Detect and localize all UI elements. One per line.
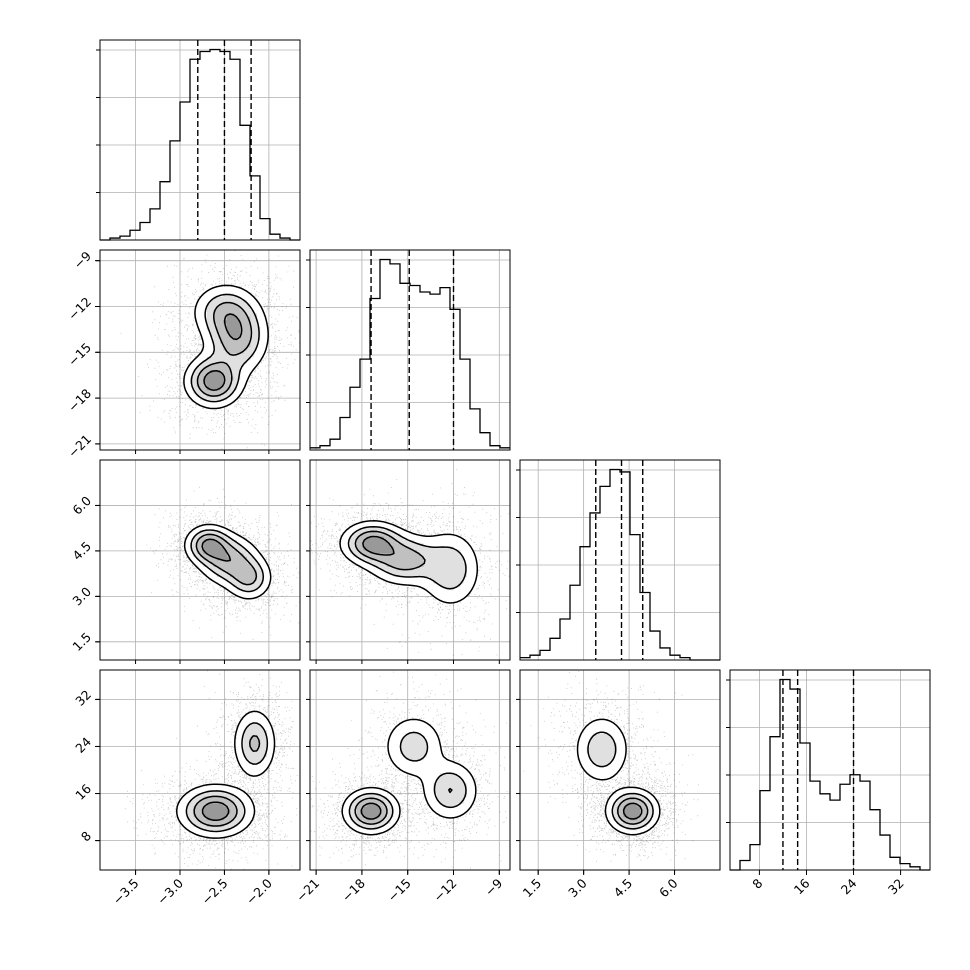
- y-tick-label: 6.0: [69, 493, 94, 518]
- panel-frame: [99, 669, 301, 871]
- panel-frame: [309, 249, 511, 451]
- x-tick-label: −18: [339, 875, 368, 904]
- contour-line: [190, 529, 265, 593]
- density-fill-level: [586, 733, 654, 831]
- x-tick-label: 24: [838, 875, 860, 897]
- y-tick-label: −15: [65, 340, 94, 369]
- contour-line: [360, 802, 382, 820]
- contour-line: [203, 313, 243, 391]
- density-panel-0-2: [96, 459, 301, 664]
- y-tick-label: 3.0: [69, 584, 94, 609]
- density-fill-level: [193, 736, 261, 827]
- contour-line: [587, 731, 654, 830]
- density-panel-2-3: [516, 669, 721, 874]
- density-fill-level: [350, 526, 467, 591]
- x-tick-label: 3.0: [565, 875, 590, 900]
- contour-line: [176, 710, 276, 839]
- density-panel-0-1: [96, 249, 301, 454]
- contour-line: [183, 284, 269, 410]
- contour-line: [201, 538, 232, 562]
- x-tick-label: −2.0: [243, 875, 275, 907]
- y-tick-label: 32: [72, 687, 94, 709]
- y-tick-label: −12: [65, 294, 94, 323]
- x-tick-label: −12: [430, 876, 459, 905]
- contour-line: [617, 797, 649, 825]
- panel-frame: [519, 669, 721, 871]
- contour-line: [348, 731, 467, 830]
- density-fill-level: [203, 803, 231, 821]
- contour-line: [185, 722, 269, 833]
- x-tick-label: −15: [385, 876, 414, 905]
- density-panel-1-2: [306, 459, 511, 664]
- y-tick-label: −21: [65, 431, 94, 460]
- density-fill-level: [190, 530, 264, 591]
- density-fill-level: [196, 303, 251, 397]
- density-panel-1-3: [306, 669, 511, 874]
- y-tick-label: 16: [72, 781, 94, 803]
- density-fill-level: [623, 803, 641, 821]
- histogram-step-line: [310, 258, 510, 449]
- histogram-step-line: [520, 468, 720, 661]
- density-fill-level: [196, 533, 257, 584]
- contour-line: [193, 735, 261, 827]
- histogram-step-line: [730, 678, 930, 871]
- histogram-panel-1: [306, 249, 511, 451]
- x-tick-label: 32: [885, 876, 907, 898]
- contour-line: [347, 525, 467, 590]
- y-tick-label: 4.5: [69, 538, 94, 563]
- contour-line: [201, 801, 230, 822]
- contour-line: [354, 787, 453, 825]
- density-fill-level: [360, 803, 381, 821]
- histogram-step-line: [100, 48, 300, 241]
- x-tick-label: −3.5: [110, 876, 142, 908]
- panel-frame: [309, 459, 511, 661]
- contour-line: [196, 301, 253, 397]
- y-tick-label: −18: [65, 386, 94, 415]
- y-tick-label: 1.5: [69, 629, 94, 654]
- density-fill-level: [356, 530, 424, 571]
- density-fill-base: [340, 520, 477, 604]
- histogram-panel-2: [516, 459, 721, 661]
- panel-frame: [519, 459, 721, 661]
- density-fill-level: [186, 723, 267, 831]
- x-tick-label: −21: [293, 876, 322, 905]
- x-tick-label: 8: [749, 875, 765, 891]
- contour-line: [622, 802, 643, 820]
- contour-line: [341, 718, 477, 836]
- y-tick-label: −9: [70, 248, 94, 272]
- x-tick-label: 4.5: [611, 876, 636, 901]
- contour-line: [362, 535, 395, 556]
- x-tick-label: 6.0: [656, 875, 681, 900]
- contour-line: [339, 520, 479, 604]
- x-tick-label: −3.0: [154, 875, 186, 907]
- histogram-panel-0: [96, 39, 301, 241]
- x-tick-label: 1.5: [520, 876, 545, 901]
- panel-frame: [309, 669, 511, 871]
- x-tick-label: −9: [482, 875, 506, 899]
- scatter-points: [124, 670, 300, 870]
- contour-line: [354, 530, 426, 571]
- contour-line: [190, 293, 260, 403]
- panel-frame: [99, 249, 301, 451]
- panel-frame: [729, 669, 931, 871]
- density-panel-0-3: [96, 669, 301, 874]
- contour-line: [195, 533, 258, 586]
- contour-line: [576, 718, 661, 836]
- x-tick-label: −2.5: [198, 876, 230, 908]
- panel-frame: [99, 459, 301, 661]
- contour-line: [183, 523, 272, 600]
- y-tick-label: 24: [72, 734, 94, 756]
- panel-frame: [99, 39, 301, 241]
- histogram-panel-3: [726, 669, 931, 871]
- x-tick-label: 16: [791, 875, 813, 897]
- y-tick-label: 8: [78, 828, 94, 844]
